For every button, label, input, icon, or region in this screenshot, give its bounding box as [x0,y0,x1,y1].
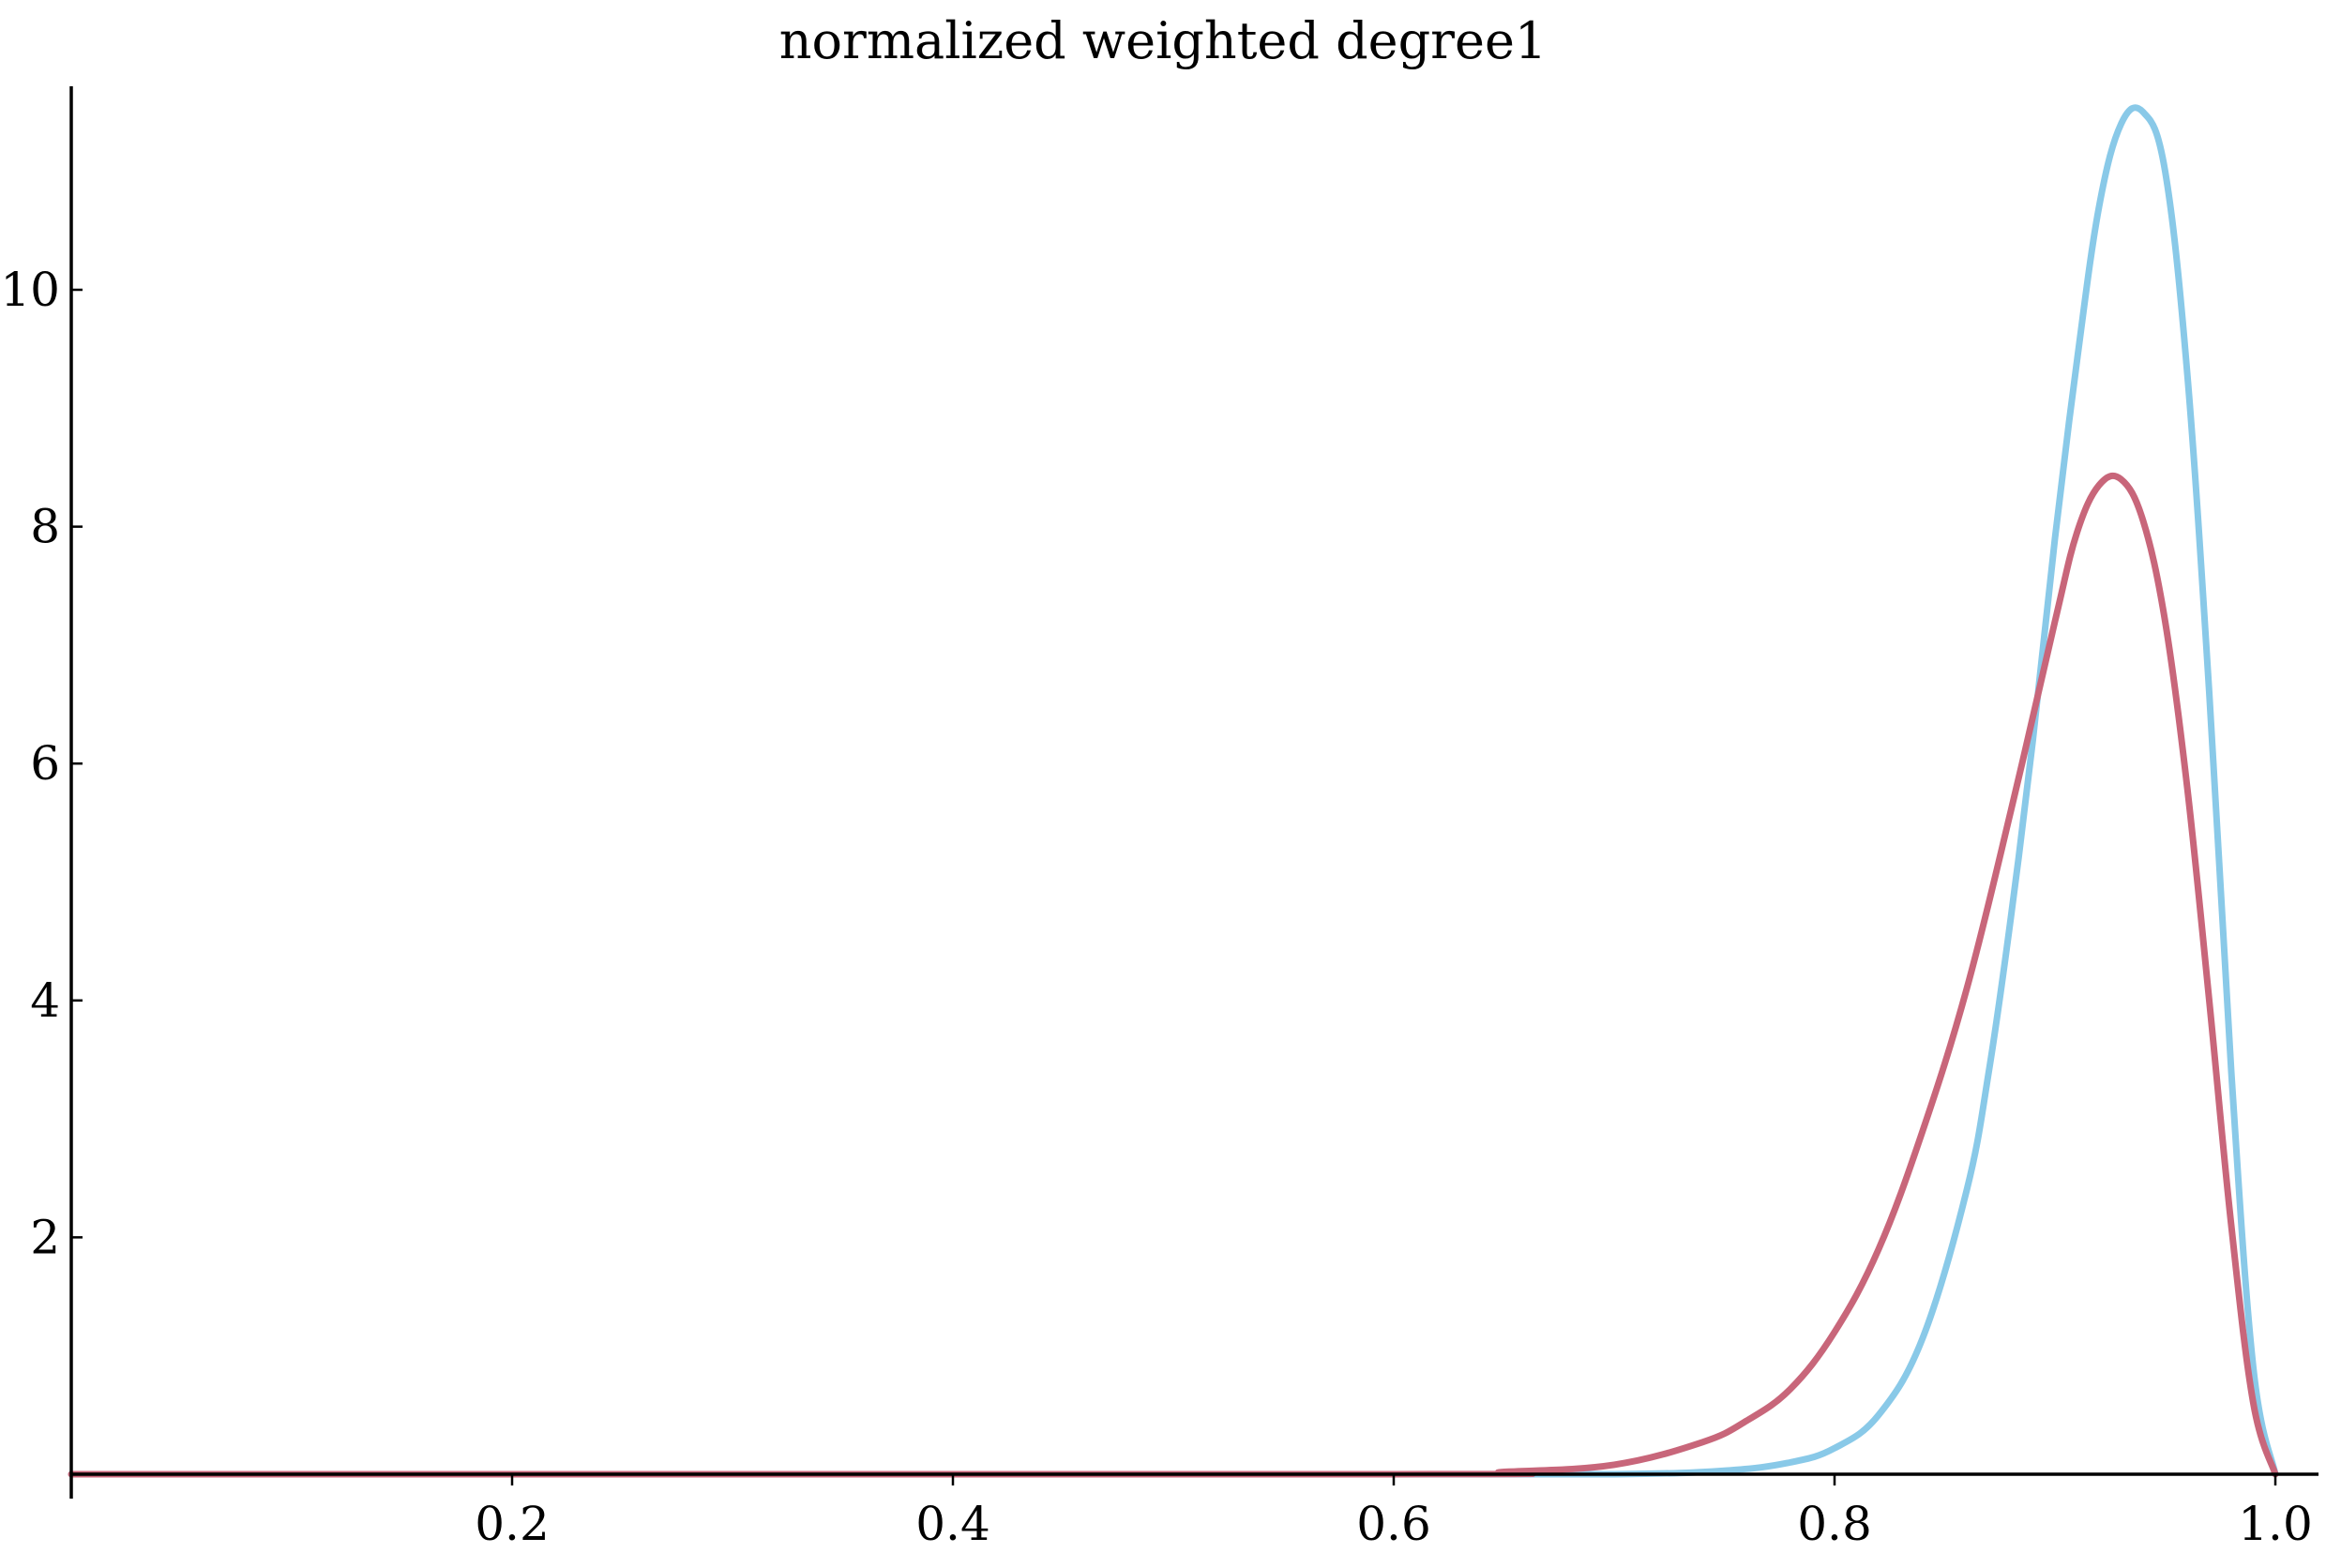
y-tick-label: 6 [30,736,60,791]
series-line-2 [68,472,2279,1478]
y-tick-label: 10 [0,263,60,317]
y-tick-label: 2 [30,1210,60,1264]
series-line-1 [68,104,2279,1478]
x-tick-label: 0.2 [475,1497,550,1551]
y-tick-label: 4 [30,973,60,1028]
x-tick-label: 1.0 [2238,1497,2313,1551]
chart-title: normalized weighted degree1 [779,11,1548,70]
x-tick-label: 0.8 [1797,1497,1872,1551]
y-tick-label: 8 [30,500,60,554]
x-tick-label: 0.4 [915,1497,990,1551]
axes-layer [69,86,2318,1499]
x-tick-label: 0.6 [1356,1497,1431,1551]
series-layer [68,104,2279,1478]
x-ticks: 0.2 0.4 0.6 0.8 1.0 [475,1474,2313,1551]
y-ticks: 2 4 6 8 10 [0,263,83,1264]
